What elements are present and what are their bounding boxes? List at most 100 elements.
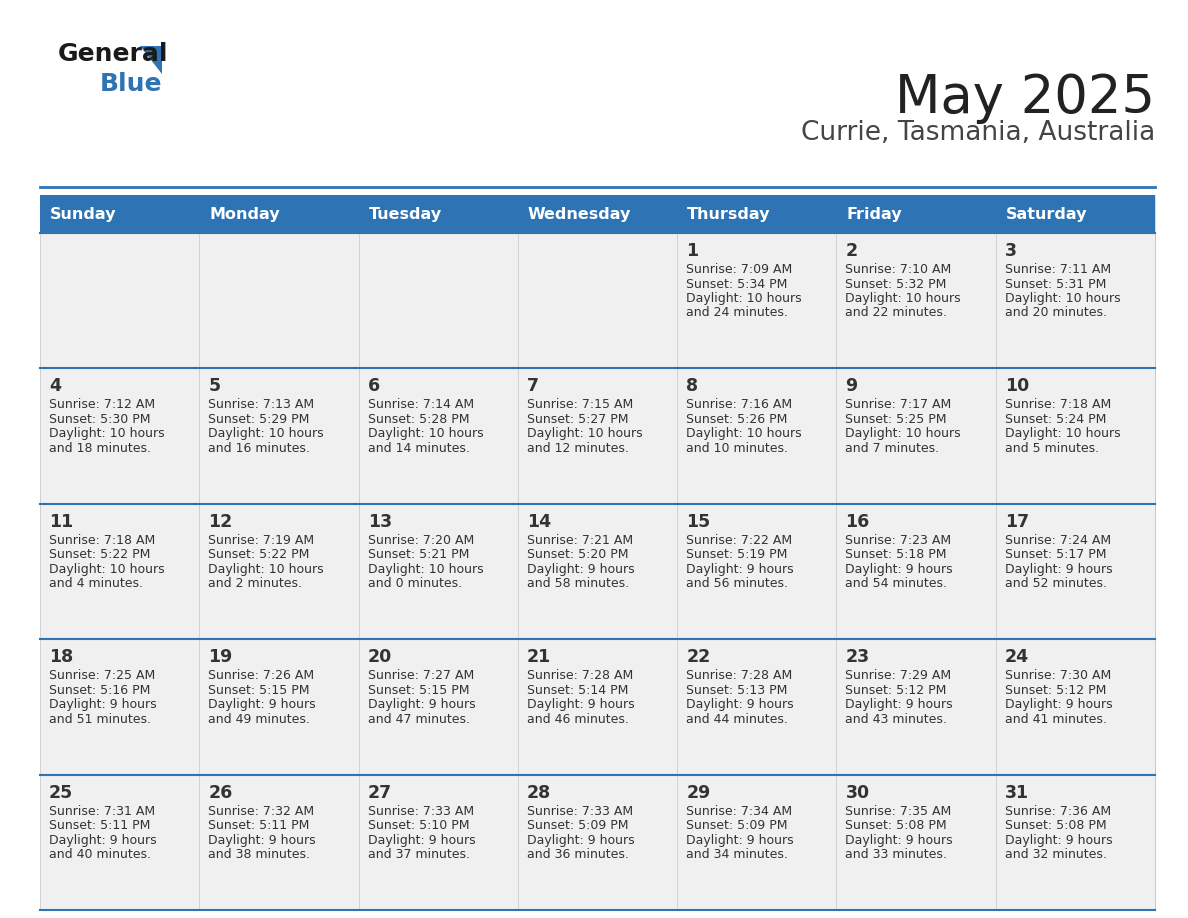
Bar [518,775,677,910]
Text: Wednesday: Wednesday [527,207,631,221]
Text: and 41 minutes.: and 41 minutes. [1005,712,1106,726]
Text: and 58 minutes.: and 58 minutes. [526,577,628,590]
Text: 12: 12 [208,513,233,531]
Text: General: General [58,42,169,66]
Bar [359,639,518,775]
Text: Sunrise: 7:30 AM: Sunrise: 7:30 AM [1005,669,1111,682]
Text: 1: 1 [687,242,699,260]
Text: Friday: Friday [846,207,902,221]
Text: Sunrise: 7:18 AM: Sunrise: 7:18 AM [49,533,156,547]
Text: and 5 minutes.: and 5 minutes. [1005,442,1099,455]
Text: Daylight: 10 hours: Daylight: 10 hours [208,563,324,576]
Text: and 54 minutes.: and 54 minutes. [846,577,947,590]
Text: Sunset: 5:09 PM: Sunset: 5:09 PM [687,819,788,832]
Bar [200,195,359,233]
Text: 27: 27 [367,784,392,801]
Text: and 24 minutes.: and 24 minutes. [687,307,788,319]
Bar [200,775,359,910]
Text: Sunrise: 7:12 AM: Sunrise: 7:12 AM [49,398,156,411]
Bar [200,368,359,504]
Text: Daylight: 9 hours: Daylight: 9 hours [49,699,157,711]
Text: Sunrise: 7:09 AM: Sunrise: 7:09 AM [687,263,792,276]
Text: Sunset: 5:08 PM: Sunset: 5:08 PM [846,819,947,832]
Text: Sunset: 5:11 PM: Sunset: 5:11 PM [49,819,151,832]
Text: Sunset: 5:29 PM: Sunset: 5:29 PM [208,413,310,426]
Text: 2: 2 [846,242,858,260]
Text: Sunrise: 7:22 AM: Sunrise: 7:22 AM [687,533,792,547]
Text: Daylight: 9 hours: Daylight: 9 hours [526,563,634,576]
Text: Daylight: 10 hours: Daylight: 10 hours [687,428,802,441]
Text: Daylight: 10 hours: Daylight: 10 hours [1005,428,1120,441]
Text: Sunrise: 7:33 AM: Sunrise: 7:33 AM [526,804,633,818]
Text: 18: 18 [49,648,74,666]
Text: Sunrise: 7:24 AM: Sunrise: 7:24 AM [1005,533,1111,547]
Text: Sunrise: 7:16 AM: Sunrise: 7:16 AM [687,398,792,411]
Bar [677,233,836,368]
Text: Sunrise: 7:33 AM: Sunrise: 7:33 AM [367,804,474,818]
Text: 5: 5 [208,377,221,396]
Bar [518,504,677,639]
Text: Daylight: 9 hours: Daylight: 9 hours [526,834,634,846]
Text: Sunset: 5:24 PM: Sunset: 5:24 PM [1005,413,1106,426]
Text: and 10 minutes.: and 10 minutes. [687,442,788,455]
Text: Daylight: 10 hours: Daylight: 10 hours [846,292,961,305]
Text: Sunset: 5:15 PM: Sunset: 5:15 PM [367,684,469,697]
Bar [996,368,1155,504]
Bar [518,233,677,368]
Text: Sunset: 5:30 PM: Sunset: 5:30 PM [49,413,151,426]
Text: Daylight: 9 hours: Daylight: 9 hours [1005,834,1112,846]
Text: Sunset: 5:20 PM: Sunset: 5:20 PM [526,548,628,561]
Text: 8: 8 [687,377,699,396]
Text: and 36 minutes.: and 36 minutes. [526,848,628,861]
Text: Daylight: 9 hours: Daylight: 9 hours [846,699,953,711]
Bar [677,368,836,504]
Bar [677,639,836,775]
Text: Daylight: 9 hours: Daylight: 9 hours [1005,699,1112,711]
Text: Sunset: 5:22 PM: Sunset: 5:22 PM [49,548,151,561]
Text: Daylight: 10 hours: Daylight: 10 hours [846,428,961,441]
Text: Sunset: 5:26 PM: Sunset: 5:26 PM [687,413,788,426]
Text: Sunrise: 7:34 AM: Sunrise: 7:34 AM [687,804,792,818]
Bar [359,775,518,910]
Text: 6: 6 [367,377,380,396]
Text: 4: 4 [49,377,61,396]
Text: 7: 7 [526,377,539,396]
Bar [40,233,200,368]
Bar [518,368,677,504]
Text: Sunrise: 7:25 AM: Sunrise: 7:25 AM [49,669,156,682]
Text: Sunrise: 7:21 AM: Sunrise: 7:21 AM [526,533,633,547]
Text: Daylight: 10 hours: Daylight: 10 hours [687,292,802,305]
Text: Sunrise: 7:35 AM: Sunrise: 7:35 AM [846,804,952,818]
Text: Sunset: 5:32 PM: Sunset: 5:32 PM [846,277,947,290]
Text: Daylight: 9 hours: Daylight: 9 hours [208,699,316,711]
Text: and 4 minutes.: and 4 minutes. [49,577,143,590]
Text: and 49 minutes.: and 49 minutes. [208,712,310,726]
Text: and 22 minutes.: and 22 minutes. [846,307,947,319]
Bar [200,504,359,639]
Text: Sunset: 5:22 PM: Sunset: 5:22 PM [208,548,310,561]
Text: and 12 minutes.: and 12 minutes. [526,442,628,455]
Bar [677,195,836,233]
Text: Daylight: 10 hours: Daylight: 10 hours [49,563,165,576]
Text: and 44 minutes.: and 44 minutes. [687,712,788,726]
Text: Sunrise: 7:26 AM: Sunrise: 7:26 AM [208,669,315,682]
Text: Sunrise: 7:20 AM: Sunrise: 7:20 AM [367,533,474,547]
Text: and 43 minutes.: and 43 minutes. [846,712,947,726]
Text: Sunrise: 7:10 AM: Sunrise: 7:10 AM [846,263,952,276]
Text: 14: 14 [526,513,551,531]
Bar [996,639,1155,775]
Text: Daylight: 9 hours: Daylight: 9 hours [526,699,634,711]
Text: Sunrise: 7:23 AM: Sunrise: 7:23 AM [846,533,952,547]
Text: 30: 30 [846,784,870,801]
Text: 11: 11 [49,513,74,531]
Text: Daylight: 9 hours: Daylight: 9 hours [687,563,794,576]
Text: 31: 31 [1005,784,1029,801]
Bar [996,504,1155,639]
Text: Sunset: 5:13 PM: Sunset: 5:13 PM [687,684,788,697]
Bar [996,195,1155,233]
Text: Sunset: 5:31 PM: Sunset: 5:31 PM [1005,277,1106,290]
Bar [200,233,359,368]
Text: Sunset: 5:18 PM: Sunset: 5:18 PM [846,548,947,561]
Text: and 18 minutes.: and 18 minutes. [49,442,151,455]
Text: Sunset: 5:17 PM: Sunset: 5:17 PM [1005,548,1106,561]
